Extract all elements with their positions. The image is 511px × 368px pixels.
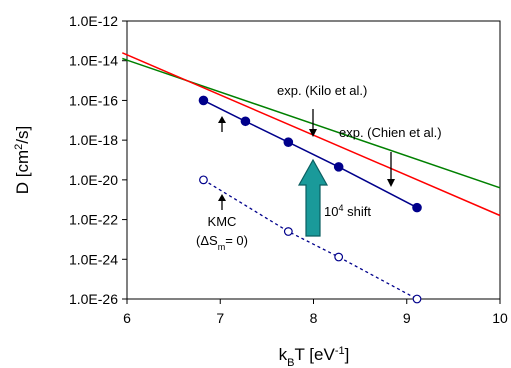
y-tick-label: 1.0E-18 [69, 132, 118, 148]
x-axis-title: kBT [eV-1] [279, 345, 350, 368]
y-axis-ticks: 1.0E-12 1.0E-14 1.0E-16 1.0E-18 1.0E-20 1.0E-… [69, 13, 127, 307]
chien-annotation: exp. (Chien et al.) [339, 125, 442, 140]
series-1-line [122, 52, 501, 217]
series-layer [122, 52, 501, 304]
series-3-point [334, 252, 344, 262]
kilo-annotation: exp. (Kilo et al.) [277, 83, 367, 98]
kmc-label: KMC [208, 214, 237, 229]
series-2-point [412, 202, 422, 213]
y-tick-label: 1.0E-20 [69, 172, 118, 188]
series-3-line [203, 179, 418, 300]
series-2-point [198, 95, 209, 106]
kmc-pointer-head [218, 194, 226, 201]
x-axis-ticks: 6 7 8 9 10 [123, 299, 508, 326]
y-tick-label: 1.0E-16 [69, 92, 118, 108]
x-tick-label: 9 [403, 310, 411, 326]
series-2-point [283, 137, 294, 147]
shift-label: 104 shift [324, 203, 371, 219]
series-3-point [199, 175, 208, 185]
y-axis-title: D [cm2/s] [13, 126, 32, 194]
x-tick-label: 10 [492, 310, 508, 326]
y-tick-label: 1.0E-26 [69, 291, 118, 307]
chien-pointer-head [387, 179, 395, 187]
y-tick-label: 1.0E-12 [69, 13, 118, 29]
y-tick-label: 1.0E-24 [69, 251, 118, 267]
series-2-point [240, 116, 251, 127]
series-2-point [333, 162, 344, 172]
series-3-point [412, 294, 422, 304]
series-3-point [283, 227, 293, 236]
y-tick-label: 1.0E-14 [69, 53, 118, 69]
x-tick-label: 8 [310, 310, 318, 326]
filled-series-pointer-head [218, 116, 226, 123]
x-tick-label: 6 [123, 310, 131, 326]
y-tick-label: 1.0E-22 [69, 212, 118, 228]
shift-arrow [297, 158, 329, 237]
kmc-params-label: (ΔSm= 0) [196, 233, 248, 252]
x-tick-label: 7 [216, 310, 224, 326]
kilo-pointer-head [309, 129, 317, 137]
